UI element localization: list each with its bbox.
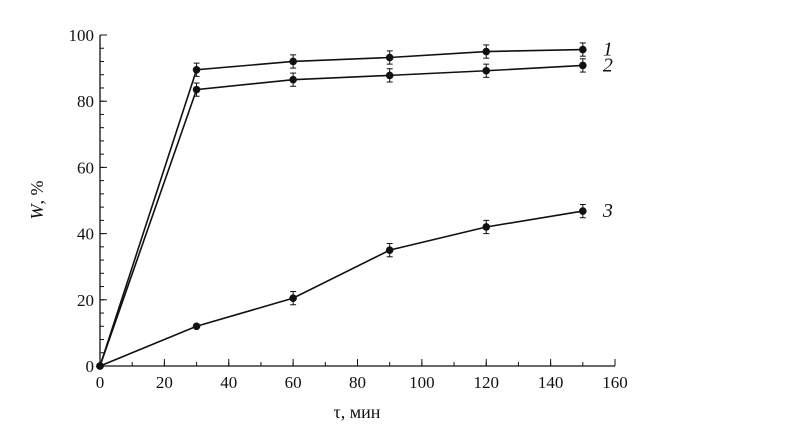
series-label: 2 (603, 54, 613, 76)
x-tick-label: 0 (96, 373, 105, 392)
y-axis-label-var: W (27, 203, 47, 220)
x-tick-label: 140 (538, 373, 564, 392)
data-point (192, 65, 201, 74)
data-point (289, 294, 297, 302)
series-marks: 12 3 (96, 39, 613, 370)
x-tick-label: 100 (409, 373, 435, 392)
x-tick-label: 40 (220, 373, 237, 392)
x-tick-label: 160 (602, 373, 628, 392)
data-point (579, 45, 587, 54)
data-point (192, 322, 201, 331)
data-point (579, 61, 587, 70)
y-axis-label: W, % (27, 181, 47, 220)
series-line (99, 48, 583, 367)
data-point (192, 85, 201, 94)
data-point (579, 207, 587, 215)
axes: 0 20 40 60 80 100 120 140 160 0 20 40 60 80 100 (69, 26, 628, 392)
y-axis-label-unit: , % (27, 181, 47, 205)
x-tick-label: 120 (474, 373, 500, 392)
data-point (385, 53, 394, 62)
y-tick-label: 100 (69, 26, 95, 45)
data-point (289, 75, 297, 84)
series-label: 3 (602, 200, 613, 222)
x-tick-label: 60 (285, 373, 302, 392)
x-axis-label: τ, мин (334, 402, 381, 422)
series-line (99, 210, 583, 367)
y-tick-label: 20 (77, 291, 94, 310)
series-line (99, 64, 583, 367)
y-tick-label: 80 (77, 92, 94, 111)
data-point (482, 223, 491, 231)
y-tick-label: 60 (77, 158, 94, 177)
data-point (482, 47, 491, 56)
series-1: 1 (96, 39, 613, 370)
series-2: 2 (96, 54, 613, 370)
data-point (385, 71, 394, 80)
series-3: 3 (96, 200, 613, 370)
data-point (385, 246, 394, 254)
data-point (289, 57, 297, 66)
series-label: 1 (603, 39, 613, 61)
y-tick-label: 40 (77, 225, 94, 244)
data-point (96, 362, 104, 370)
y-tick-label: 0 (86, 357, 95, 376)
x-tick-label: 20 (156, 373, 173, 392)
x-tick-label: 80 (349, 373, 366, 392)
data-point (482, 66, 491, 75)
